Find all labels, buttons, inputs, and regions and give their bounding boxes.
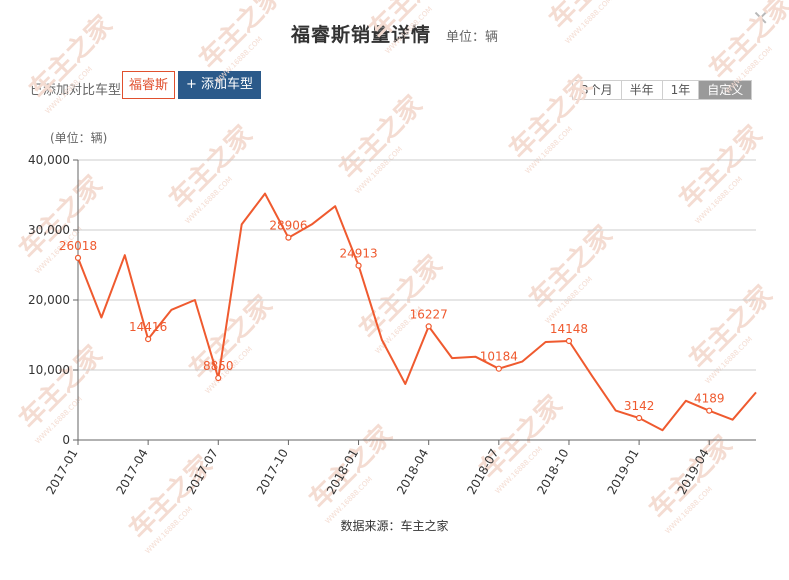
data-label: 14148 <box>550 322 588 336</box>
data-label: 3142 <box>624 399 655 413</box>
data-point <box>706 407 713 414</box>
data-label: 4189 <box>694 392 725 406</box>
x-tick-label: 2017-10 <box>254 447 291 497</box>
unit-label: 单位：辆 <box>446 30 499 45</box>
data-label: 10184 <box>480 350 518 364</box>
data-label: 24913 <box>339 247 377 261</box>
data-point <box>495 365 502 372</box>
x-tick-label: 2017-04 <box>114 447 151 497</box>
data-point <box>285 234 292 241</box>
add-car-button[interactable]: + 添加车型 <box>178 71 262 99</box>
car-tag-button[interactable]: 福睿斯 <box>122 71 176 99</box>
y-tick-label: 10,000 <box>28 363 70 377</box>
data-point <box>355 262 362 269</box>
range-custom-button[interactable]: 自定义 <box>699 81 752 99</box>
close-icon[interactable]: ✕ <box>752 6 769 30</box>
time-range-selector: 3个月 半年 1年 自定义 <box>572 80 753 100</box>
data-source: 数据来源：车主之家 <box>340 519 449 533</box>
data-label: 28906 <box>269 219 307 233</box>
data-label: 14416 <box>129 320 167 334</box>
data-label: 16227 <box>410 307 448 321</box>
sales-series-line <box>77 192 757 432</box>
page-title: 福睿斯销量详情 <box>290 24 431 46</box>
data-point <box>565 337 573 345</box>
x-tick-label: 2019-01 <box>605 447 642 497</box>
data-label: 26018 <box>59 239 97 253</box>
data-point <box>425 323 432 330</box>
chart-header: 福睿斯销量详情 单位：辆 <box>0 20 789 47</box>
range-half-year-button[interactable]: 半年 <box>621 81 663 99</box>
x-tick-label: 2017-01 <box>43 447 80 497</box>
y-tick-label: 40,000 <box>28 153 70 167</box>
x-tick-label: 2018-04 <box>394 447 431 497</box>
data-point <box>145 335 152 343</box>
y-tick-label: 0 <box>62 433 70 447</box>
data-point <box>215 374 222 382</box>
data-label: 8850 <box>203 359 234 373</box>
data-point <box>74 254 82 261</box>
range-3-months-button[interactable]: 3个月 <box>573 81 622 99</box>
compare-label: 已添加对比车型: <box>30 83 126 98</box>
y-tick-label: 30,000 <box>28 223 70 237</box>
range-1-year-button[interactable]: 1年 <box>662 81 700 99</box>
y-axis-unit-label: (单位：辆) <box>50 130 107 145</box>
data-point <box>636 414 643 422</box>
y-tick-label: 20,000 <box>28 293 70 307</box>
